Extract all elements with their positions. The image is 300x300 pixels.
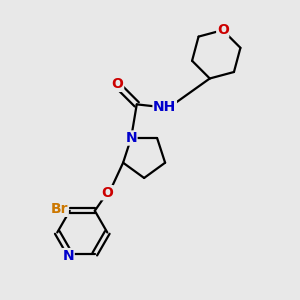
Text: N: N [62,249,74,262]
Text: N: N [125,131,137,145]
Text: NH: NH [153,100,176,114]
Text: O: O [217,23,229,37]
Text: O: O [101,186,113,200]
Text: Br: Br [51,202,68,216]
Text: O: O [112,77,124,91]
